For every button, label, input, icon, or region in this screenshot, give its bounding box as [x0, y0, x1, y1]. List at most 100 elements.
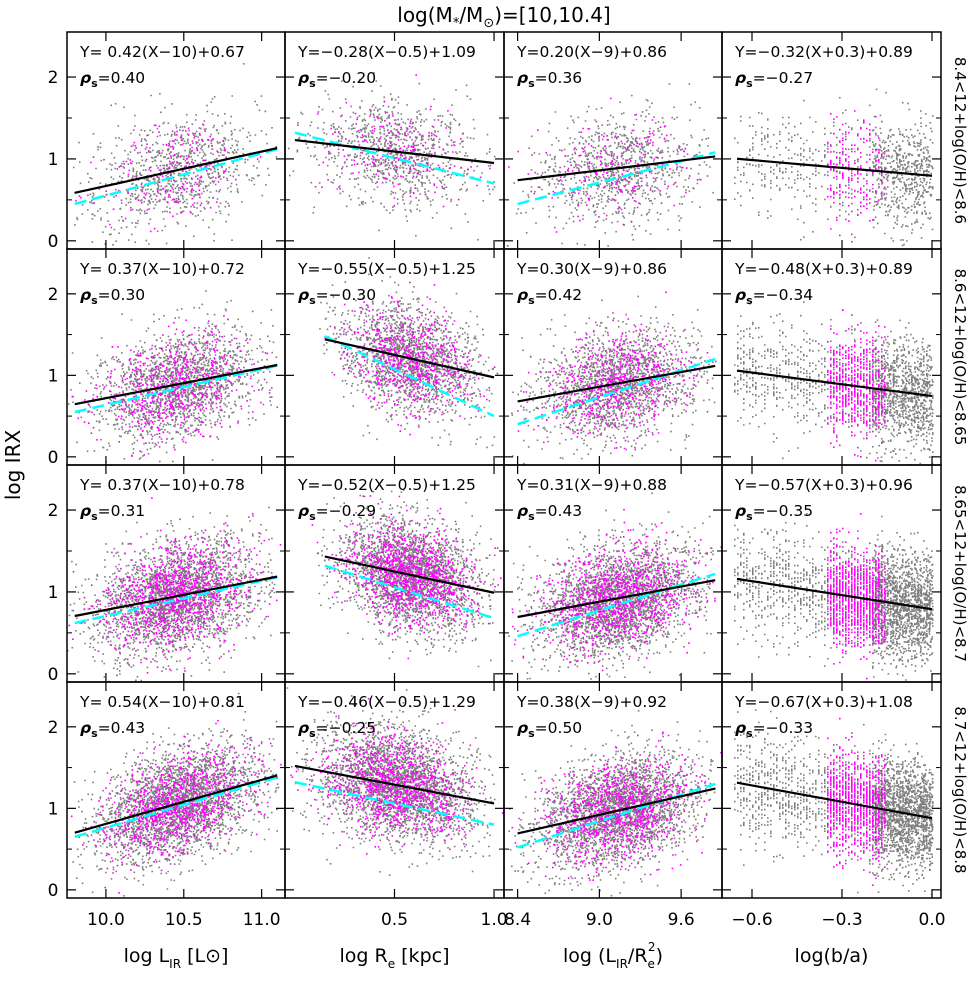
fit-line [736, 781, 933, 820]
rho-sub: s [91, 77, 98, 90]
spearman-rho: ρs=−0.35 [735, 502, 813, 523]
rho-value: =0.30 [98, 286, 146, 304]
fit-line [74, 147, 278, 194]
fit-equation: Y=−0.67(X+0.3)+1.08 [734, 693, 913, 711]
rho-value: =−0.33 [753, 719, 814, 737]
fit-line [294, 138, 495, 165]
x-tick-label: 11.0 [243, 910, 281, 930]
spearman-rho: ρs=−0.25 [298, 719, 376, 740]
magenta-points [827, 309, 886, 462]
spearman-rho: ρs=−0.33 [735, 719, 813, 740]
rho-symbol: ρ [298, 69, 309, 87]
rho-symbol: ρ [735, 69, 746, 87]
panel-frame [503, 681, 723, 899]
magenta-points [70, 720, 285, 894]
scatter-points [286, 687, 504, 876]
y-tick-label: 1 [48, 150, 59, 170]
x-label-part: log R [340, 945, 388, 967]
rho-symbol: ρ [735, 719, 746, 737]
rho-sub: s [91, 294, 98, 307]
cyan-reference-fit [324, 564, 495, 620]
fit-equation: Y= 0.54(X−10)+0.81 [79, 693, 245, 711]
x-tick-label: 9.6 [668, 910, 695, 930]
fit-equation: Y=0.38(X−9)+0.92 [516, 693, 667, 711]
fit-equation: Y=0.30(X−9)+0.86 [516, 260, 667, 278]
rho-value: =−0.27 [753, 69, 814, 87]
title-part: ⊙ [483, 16, 494, 31]
fit-equation: Y=−0.32(X+0.3)+0.89 [734, 43, 913, 61]
panel-frame [503, 31, 723, 250]
panel-r2-c0: 0 1 2 Y= 0.37(X−10)+0.78 ρs=0.31 [48, 464, 286, 685]
magenta-points [827, 110, 886, 243]
panel-r1-c3: Y=−0.48(X+0.3)+0.89 ρs=−0.34 [721, 248, 942, 466]
rho-value: =−0.20 [316, 69, 377, 87]
rho-sub: s [528, 510, 535, 523]
x-label-part: e [648, 957, 655, 971]
x-label-part: ) [656, 945, 663, 967]
gray-points [286, 687, 496, 876]
panel-frame [721, 681, 942, 899]
magenta-points [311, 495, 502, 660]
rho-value: =0.40 [98, 69, 146, 87]
cyan-reference-fit [517, 357, 716, 426]
x-label-part: /R [628, 945, 648, 967]
y-tick-label: 2 [48, 501, 59, 521]
x-tick-label: −0.3 [821, 910, 862, 930]
panel-r0-c1: Y=−0.28(X−0.5)+1.09 ρs=−0.20 [284, 31, 505, 250]
spearman-rho: ρs=−0.30 [298, 286, 376, 307]
x-tick-label: 9.0 [586, 910, 613, 930]
rho-sub: s [746, 77, 753, 90]
rho-value: =−0.34 [753, 286, 814, 304]
x-label-part: 2 [648, 940, 656, 954]
title-part: )=[10,10.4] [494, 3, 611, 27]
x-tick-label: 10.0 [87, 910, 125, 930]
fit-equation: Y=0.31(X−9)+0.88 [516, 476, 667, 494]
gray-points [508, 492, 714, 682]
row-label-2: 8.65<12+log(O/H)<8.7 [951, 485, 969, 662]
scatter-points [70, 692, 285, 897]
x-tick-label: 0.5 [381, 910, 408, 930]
gray-points [72, 63, 278, 249]
panel-r3-c3: Y=−0.67(X+0.3)+1.08 ρs=−0.33 [721, 681, 942, 899]
fit-line [736, 577, 933, 611]
scatter-points [734, 301, 934, 465]
fit-line [517, 787, 716, 835]
panel-frame [284, 31, 505, 250]
rho-symbol: ρ [735, 286, 746, 304]
scatter-points [311, 484, 502, 668]
panel-r1-c1: Y=−0.55(X−0.5)+1.25 ρs=−0.30 [284, 248, 505, 466]
gray-points [513, 83, 714, 249]
rho-sub: s [528, 77, 535, 90]
rho-value: =−0.30 [316, 286, 377, 304]
rho-sub: s [309, 510, 316, 523]
fit-line [517, 579, 716, 619]
panel-frame [503, 464, 723, 683]
magenta-points [827, 717, 886, 886]
magenta-points [75, 123, 262, 233]
fit-line [517, 364, 716, 403]
scatter-points [508, 710, 722, 898]
x-label-part: [kpc] [395, 945, 449, 967]
rho-sub: s [309, 294, 316, 307]
panel-r2-c1: Y=−0.52(X−0.5)+1.25 ρs=−0.29 [284, 464, 505, 683]
rho-value: =0.36 [535, 69, 583, 87]
y-tick-label: 0 [48, 665, 59, 685]
rho-sub: s [91, 510, 98, 523]
fit-equation: Y=−0.48(X+0.3)+0.89 [734, 260, 913, 278]
spearman-rho: ρs=0.50 [517, 719, 582, 740]
figure-title: log(M*/M⊙)=[10,10.4] [397, 3, 610, 31]
fit-equation: Y=−0.52(X−0.5)+1.25 [297, 476, 476, 494]
title-part: * [453, 16, 460, 31]
fit-line [74, 363, 278, 406]
scatter-points [67, 497, 282, 682]
rho-symbol: ρ [517, 286, 528, 304]
x-label-part: IR [616, 957, 628, 971]
scatter-points [734, 709, 934, 896]
rho-symbol: ρ [80, 502, 91, 520]
scatter-points [288, 50, 496, 241]
gray-points [734, 88, 934, 249]
magenta-points [511, 731, 722, 881]
y-tick-label: 0 [48, 232, 59, 252]
spearman-rho: ρs=0.40 [80, 69, 145, 90]
x-tick-label: 10.5 [165, 910, 203, 930]
